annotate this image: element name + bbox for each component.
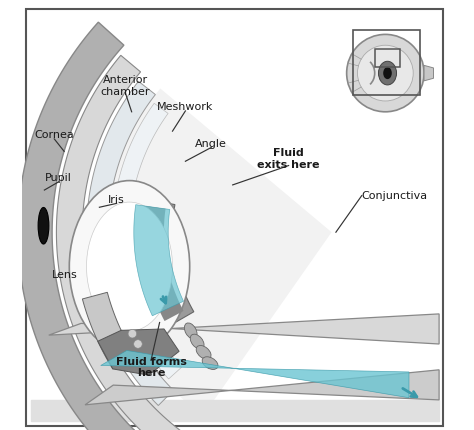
Polygon shape [100, 350, 409, 398]
Ellipse shape [184, 323, 197, 339]
Polygon shape [18, 22, 183, 430]
Polygon shape [424, 65, 434, 81]
Text: Meshwork: Meshwork [157, 102, 214, 113]
Ellipse shape [69, 181, 190, 353]
Text: Lens: Lens [52, 270, 78, 280]
Polygon shape [108, 89, 332, 415]
Circle shape [134, 340, 142, 348]
Text: Fluid forms
here: Fluid forms here [116, 357, 186, 378]
Circle shape [128, 329, 137, 338]
Text: Iris: Iris [108, 195, 125, 205]
Polygon shape [112, 103, 182, 379]
Text: Anterior
chamber: Anterior chamber [100, 75, 150, 97]
Text: Angle: Angle [195, 139, 227, 149]
Polygon shape [142, 206, 183, 321]
Ellipse shape [86, 202, 173, 331]
Text: Cornea: Cornea [35, 130, 74, 141]
Polygon shape [82, 292, 135, 369]
Ellipse shape [202, 357, 218, 369]
Ellipse shape [383, 67, 392, 79]
Text: Fluid
exits here: Fluid exits here [257, 148, 320, 170]
Ellipse shape [378, 61, 397, 85]
Circle shape [346, 34, 424, 112]
Polygon shape [134, 205, 183, 316]
Polygon shape [98, 329, 179, 375]
Ellipse shape [196, 345, 211, 359]
Polygon shape [86, 81, 173, 405]
Polygon shape [134, 198, 194, 331]
Text: Pupil: Pupil [45, 173, 72, 184]
Polygon shape [49, 314, 439, 344]
FancyBboxPatch shape [26, 9, 443, 426]
Polygon shape [56, 55, 192, 430]
Ellipse shape [38, 207, 49, 244]
Circle shape [357, 45, 413, 101]
Text: Conjunctiva: Conjunctiva [362, 190, 428, 201]
Ellipse shape [190, 334, 204, 349]
Polygon shape [85, 370, 439, 405]
